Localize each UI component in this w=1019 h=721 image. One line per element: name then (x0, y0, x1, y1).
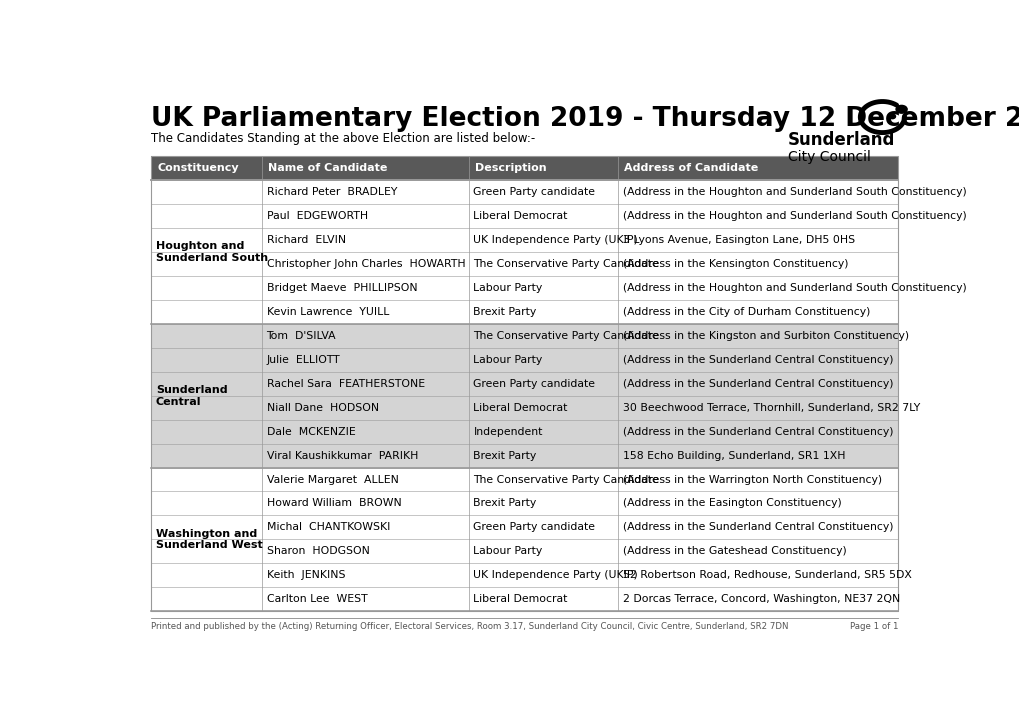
Text: 3 Lyons Avenue, Easington Lane, DH5 0HS: 3 Lyons Avenue, Easington Lane, DH5 0HS (623, 235, 854, 245)
Text: UK Independence Party (UKIP): UK Independence Party (UKIP) (473, 570, 638, 580)
Bar (151, 324, 898, 348)
Text: Labour Party: Labour Party (473, 547, 542, 557)
Bar (151, 229, 898, 252)
Text: Independent: Independent (473, 427, 542, 437)
Bar (151, 420, 898, 443)
Text: (Address in the City of Durham Constituency): (Address in the City of Durham Constitue… (623, 307, 869, 317)
Bar (151, 156, 898, 611)
Text: (Address in the Sunderland Central Constituency): (Address in the Sunderland Central Const… (623, 379, 893, 389)
Text: (Address in the Sunderland Central Constituency): (Address in the Sunderland Central Const… (623, 523, 893, 532)
Text: The Conservative Party Candidate: The Conservative Party Candidate (473, 474, 658, 485)
Text: Liberal Democrat: Liberal Democrat (473, 594, 568, 604)
Bar (151, 180, 898, 204)
Text: (Address in the Houghton and Sunderland South Constituency): (Address in the Houghton and Sunderland … (623, 211, 966, 221)
Bar (151, 563, 898, 587)
Text: Printed and published by the (Acting) Returning Officer, Electoral Services, Roo: Printed and published by the (Acting) Re… (151, 622, 788, 631)
Text: The Conservative Party Candidate: The Conservative Party Candidate (473, 259, 658, 269)
Text: 158 Echo Building, Sunderland, SR1 1XH: 158 Echo Building, Sunderland, SR1 1XH (623, 451, 845, 461)
Bar (151, 276, 898, 300)
Text: (Address in the Warrington North Constituency): (Address in the Warrington North Constit… (623, 474, 881, 485)
Text: (Address in the Gateshead Constituency): (Address in the Gateshead Constituency) (623, 547, 846, 557)
Circle shape (889, 114, 895, 119)
Text: Brexit Party: Brexit Party (473, 451, 536, 461)
Text: Brexit Party: Brexit Party (473, 307, 536, 317)
Text: (Address in the Sunderland Central Constituency): (Address in the Sunderland Central Const… (623, 355, 893, 365)
Bar (151, 539, 898, 563)
Text: 30 Beechwood Terrace, Thornhill, Sunderland, SR2 7LY: 30 Beechwood Terrace, Thornhill, Sunderl… (623, 403, 919, 412)
Text: Richard Peter  BRADLEY: Richard Peter BRADLEY (266, 187, 396, 198)
Text: Sunderland: Sunderland (787, 131, 894, 149)
Bar (151, 156, 898, 180)
Bar (151, 396, 898, 420)
Bar (151, 300, 898, 324)
Text: UK Parliamentary Election 2019 - Thursday 12 December 2019: UK Parliamentary Election 2019 - Thursda… (151, 106, 1019, 132)
Bar (151, 467, 898, 492)
Text: UK Independence Party (UKIP): UK Independence Party (UKIP) (473, 235, 638, 245)
Bar (151, 492, 898, 516)
Bar (151, 372, 898, 396)
Bar (151, 516, 898, 539)
Text: (Address in the Houghton and Sunderland South Constituency): (Address in the Houghton and Sunderland … (623, 187, 966, 198)
Text: (Address in the Houghton and Sunderland South Constituency): (Address in the Houghton and Sunderland … (623, 283, 966, 293)
Text: Christopher John Charles  HOWARTH: Christopher John Charles HOWARTH (266, 259, 465, 269)
Text: Viral Kaushikkumar  PARIKH: Viral Kaushikkumar PARIKH (266, 451, 418, 461)
Bar (151, 587, 898, 611)
Text: Description: Description (475, 163, 546, 173)
Text: (Address in the Kensington Constituency): (Address in the Kensington Constituency) (623, 259, 848, 269)
Text: Richard  ELVIN: Richard ELVIN (266, 235, 345, 245)
Bar (151, 443, 898, 467)
Text: 52 Robertson Road, Redhouse, Sunderland, SR5 5DX: 52 Robertson Road, Redhouse, Sunderland,… (623, 570, 911, 580)
Text: Howard William  BROWN: Howard William BROWN (266, 498, 400, 508)
Text: Rachel Sara  FEATHERSTONE: Rachel Sara FEATHERSTONE (266, 379, 424, 389)
Text: Sharon  HODGSON: Sharon HODGSON (266, 547, 369, 557)
Text: Michal  CHANTKOWSKI: Michal CHANTKOWSKI (266, 523, 389, 532)
Text: (Address in the Sunderland Central Constituency): (Address in the Sunderland Central Const… (623, 427, 893, 437)
Text: Niall Dane  HODSON: Niall Dane HODSON (266, 403, 378, 412)
Text: (Address in the Easington Constituency): (Address in the Easington Constituency) (623, 498, 841, 508)
Text: (Address in the Kingston and Surbiton Constituency): (Address in the Kingston and Surbiton Co… (623, 331, 908, 341)
Text: Green Party candidate: Green Party candidate (473, 187, 595, 198)
Text: Sunderland
Central: Sunderland Central (156, 385, 227, 407)
Text: Labour Party: Labour Party (473, 283, 542, 293)
Text: Page 1 of 1: Page 1 of 1 (849, 622, 898, 631)
Text: Paul  EDGEWORTH: Paul EDGEWORTH (266, 211, 367, 221)
Text: Washington and
Sunderland West: Washington and Sunderland West (156, 528, 263, 550)
Text: Bridget Maeve  PHILLIPSON: Bridget Maeve PHILLIPSON (266, 283, 417, 293)
Text: Valerie Margaret  ALLEN: Valerie Margaret ALLEN (266, 474, 398, 485)
Bar (151, 348, 898, 372)
Text: Liberal Democrat: Liberal Democrat (473, 403, 568, 412)
Text: Green Party candidate: Green Party candidate (473, 523, 595, 532)
Text: Julie  ELLIOTT: Julie ELLIOTT (266, 355, 339, 365)
Text: The Candidates Standing at the above Election are listed below:-: The Candidates Standing at the above Ele… (151, 132, 535, 145)
Text: Labour Party: Labour Party (473, 355, 542, 365)
Text: Keith  JENKINS: Keith JENKINS (266, 570, 344, 580)
Text: 2 Dorcas Terrace, Concord, Washington, NE37 2QN: 2 Dorcas Terrace, Concord, Washington, N… (623, 594, 899, 604)
Text: Green Party candidate: Green Party candidate (473, 379, 595, 389)
Text: Liberal Democrat: Liberal Democrat (473, 211, 568, 221)
Text: Brexit Party: Brexit Party (473, 498, 536, 508)
Text: Name of Candidate: Name of Candidate (268, 163, 387, 173)
Bar (151, 252, 898, 276)
Text: Tom  D'SILVA: Tom D'SILVA (266, 331, 336, 341)
Text: Dale  MCKENZIE: Dale MCKENZIE (266, 427, 355, 437)
Text: Constituency: Constituency (157, 163, 238, 173)
Circle shape (895, 105, 906, 113)
Text: Houghton and
Sunderland South: Houghton and Sunderland South (156, 242, 268, 263)
Bar (151, 204, 898, 229)
Text: Kevin Lawrence  YUILL: Kevin Lawrence YUILL (266, 307, 388, 317)
Text: Carlton Lee  WEST: Carlton Lee WEST (266, 594, 367, 604)
Text: City Council: City Council (787, 151, 869, 164)
Text: Address of Candidate: Address of Candidate (624, 163, 758, 173)
Text: The Conservative Party Candidate: The Conservative Party Candidate (473, 331, 658, 341)
